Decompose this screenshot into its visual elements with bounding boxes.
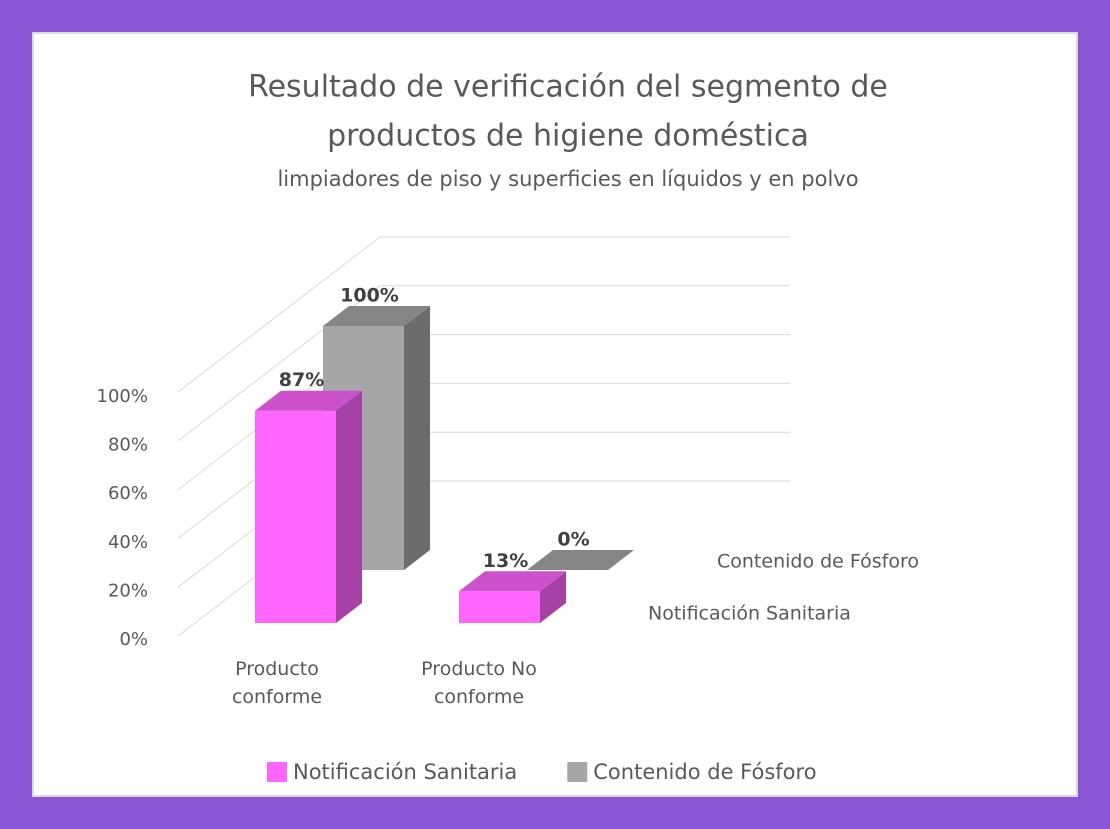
x-tick-label: Producto conforme	[231, 658, 323, 708]
y-tick-label: 60%	[108, 483, 148, 504]
x-tick-label: Producto No conforme	[421, 658, 537, 708]
y-tick-label: 80%	[108, 435, 148, 456]
y-tick-label: 0%	[119, 629, 148, 650]
chart-panel	[32, 32, 1078, 797]
grid-line	[177, 236, 381, 393]
bar-side	[540, 571, 566, 623]
data-label: 100%	[340, 285, 399, 307]
legend-swatch	[267, 762, 287, 782]
data-label: 87%	[279, 369, 324, 391]
bar-side	[404, 306, 430, 570]
legend-swatch	[567, 762, 588, 782]
chart-title: Resultado de verificación del segmento d…	[248, 70, 888, 105]
bar-top	[323, 306, 430, 326]
depth-label: Notificación Sanitaria	[648, 603, 851, 625]
y-tick-label: 40%	[108, 532, 148, 553]
depth-label: Contenido de Fósforo	[717, 551, 919, 573]
legend-label: Notificación Sanitaria	[293, 760, 517, 784]
y-tick-label: 100%	[97, 386, 148, 407]
bar	[459, 591, 540, 623]
bar-top	[527, 550, 634, 570]
bar-top	[255, 390, 362, 411]
chart-subtitle: limpiadores de piso y superficies en líq…	[277, 167, 858, 191]
data-label: 0%	[557, 529, 589, 551]
data-label: 13%	[483, 550, 528, 572]
bar	[255, 410, 336, 623]
chart-title: productos de higiene doméstica	[327, 119, 809, 154]
legend-label: Contenido de Fósforo	[593, 760, 816, 784]
y-tick-label: 20%	[108, 580, 148, 601]
bar-top	[459, 571, 566, 592]
bar-side	[336, 390, 362, 623]
